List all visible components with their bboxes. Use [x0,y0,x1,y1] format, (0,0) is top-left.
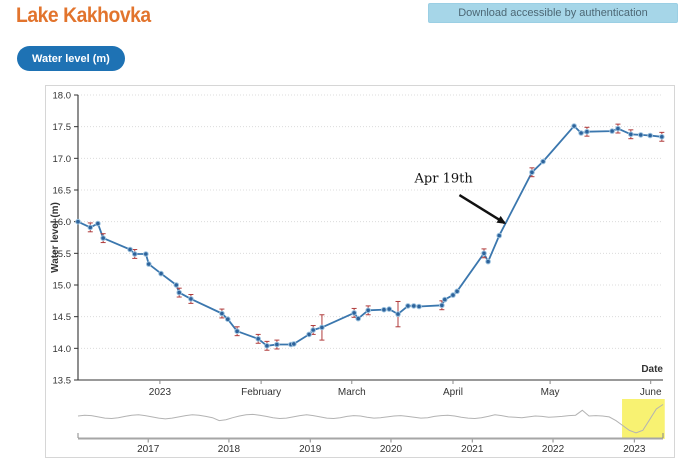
chart-panel: 18.0 17.5 17.0 16.5 16.0 15.5 15.0 14.5 14.0 13.5… [45,85,675,458]
nav-selection-handle[interactable] [622,399,665,439]
data-point[interactable] [219,310,225,317]
y-axis-tick-label: 14.5 [53,312,72,323]
nav-year-label: 2017 [137,444,160,455]
data-point[interactable] [416,303,422,310]
data-point[interactable] [158,270,164,277]
y-axis-tick-label: 18.0 [53,91,72,102]
data-point[interactable] [143,251,149,257]
y-axis-tick-label: 15.5 [53,249,72,260]
data-point[interactable] [609,128,615,134]
data-point[interactable] [131,251,138,257]
y-axis-tick-label: 17.5 [53,122,72,133]
nav-year-label: 2022 [542,444,565,455]
y-axis-tick-label: 17.0 [53,154,72,165]
data-point[interactable] [127,246,133,253]
data-point[interactable] [264,343,270,349]
data-point[interactable] [578,130,584,136]
data-point[interactable] [540,158,546,165]
water-level-line [77,125,662,347]
data-point[interactable] [310,327,316,333]
data-point[interactable] [485,258,491,265]
data-point[interactable] [255,336,261,342]
x-axis-tick-label: March [338,387,366,398]
x-axis-tick-label: February [241,387,281,398]
data-point[interactable] [628,131,634,138]
data-point[interactable] [176,289,183,296]
annotation-apr-19: Apr 19th [414,171,474,186]
data-point[interactable] [647,132,653,139]
page-title: Lake Kakhovka [16,4,151,27]
data-point[interactable] [637,132,644,138]
data-point[interactable] [319,324,325,331]
data-point[interactable] [75,218,81,225]
data-point[interactable] [454,288,460,295]
data-point[interactable] [410,303,417,309]
x-axis-tick-label: April [443,387,463,398]
data-point[interactable] [529,169,535,176]
data-point[interactable] [365,307,371,314]
data-point[interactable] [234,328,240,334]
data-point[interactable] [224,316,231,322]
data-point[interactable] [441,296,448,303]
data-point[interactable] [496,232,503,239]
data-point[interactable] [188,296,194,302]
data-point[interactable] [306,331,312,338]
y-axis-tick-label: 13.5 [53,376,72,387]
data-point[interactable] [481,250,487,257]
nav-year-label: 2020 [380,444,403,455]
data-point[interactable] [351,310,357,316]
data-point[interactable] [386,306,393,312]
data-point[interactable] [571,123,577,129]
nav-year-label: 2019 [299,444,322,455]
water-level-chart: 18.0 17.5 17.0 16.5 16.0 15.5 15.0 14.5 14.0 13.5… [50,91,665,455]
data-point[interactable] [173,282,180,288]
data-points [75,123,665,349]
x-axis-title: Date [641,364,663,375]
download-button[interactable]: Download accessible by authentication [428,3,678,23]
data-point[interactable] [584,128,590,135]
data-point[interactable] [274,341,280,348]
data-point[interactable] [615,125,621,132]
data-point[interactable] [405,303,411,309]
water-level-tab[interactable]: Water level (m) [17,46,125,71]
x-axis-tick-label: June [640,387,662,398]
nav-year-label: 2023 [623,444,646,455]
nav-year-labels: 2017 2018 2019 2020 2021 2022 2023 [137,439,646,455]
x-axis-tick-label: 2023 [149,387,172,398]
data-point[interactable] [450,292,456,298]
data-point[interactable] [95,220,101,227]
data-point[interactable] [395,311,401,317]
y-axis-tick-label: 16.5 [53,186,72,197]
data-point[interactable] [145,261,152,267]
axes [77,95,663,381]
data-point[interactable] [439,302,445,309]
data-point[interactable] [291,341,297,347]
y-axis: 18.0 17.5 17.0 16.5 16.0 15.5 15.0 14.5 14.0 13.5 [53,91,78,387]
y-axis-tick-label: 16.0 [53,217,72,228]
data-point[interactable] [100,235,106,241]
y-axis-title: Water level (m) [50,202,61,273]
data-point[interactable] [659,134,665,140]
data-point[interactable] [381,306,387,313]
y-axis-tick-label: 14.0 [53,344,72,355]
nav-year-label: 2018 [218,444,241,455]
nav-year-label: 2021 [461,444,484,455]
x-axis: 2023 February March April May June [149,380,662,398]
data-point[interactable] [87,224,94,231]
data-point[interactable] [355,315,362,322]
x-axis-tick-label: May [541,387,560,398]
annotation-arrow [458,194,507,224]
nav-overview-line[interactable] [77,404,664,434]
y-axis-tick-label: 15.0 [53,281,72,292]
